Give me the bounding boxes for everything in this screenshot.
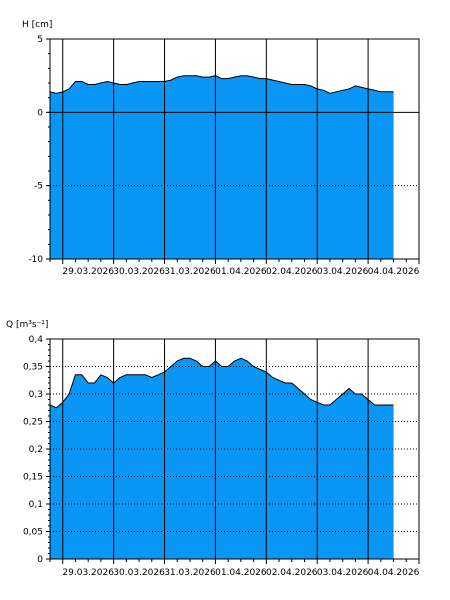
y-tick-label: 0,4 — [29, 335, 44, 345]
y-tick-label: 0,35 — [23, 363, 43, 373]
water-level-chart: 5 0 -5 -10 29.03.2026 30.03.2026 31.03.2026 01.… — [22, 20, 420, 277]
x-tick-label: 29.03.2026 — [62, 267, 114, 277]
y-tick-label: 0,25 — [23, 418, 43, 428]
y-tick-label: 0,05 — [23, 528, 43, 538]
plot-frame — [49, 38, 420, 260]
y-tick-label: -5 — [34, 182, 43, 192]
series-area — [50, 75, 394, 259]
y-tick-label: 0,3 — [29, 390, 43, 400]
y-tick-label: 0,1 — [29, 500, 43, 510]
x-tick-label: 30.03.2026 — [113, 568, 165, 578]
x-tick-label: 02.04.2026 — [266, 267, 318, 277]
y-tick-label: 0,15 — [23, 473, 43, 483]
x-tick-label: 01.04.2026 — [215, 267, 267, 277]
x-tick-label: 03.04.2026 — [317, 267, 369, 277]
x-tick-label: 31.03.2026 — [164, 267, 216, 277]
x-tick-label: 04.04.2026 — [368, 568, 420, 578]
y-axis-label: Q [m³s⁻¹] — [6, 320, 48, 330]
y-tick-label: 0 — [37, 555, 43, 565]
y-tick-label: 5 — [37, 35, 43, 45]
series-line — [49, 75, 394, 94]
x-tick-label: 30.03.2026 — [113, 267, 165, 277]
y-axis-label: H [cm] — [22, 20, 52, 30]
x-tick-label: 02.04.2026 — [266, 568, 318, 578]
x-tick-label: 01.04.2026 — [215, 568, 267, 578]
x-tick-label: 29.03.2026 — [62, 568, 114, 578]
y-tick-label: -10 — [28, 255, 43, 265]
x-tick-label: 03.04.2026 — [317, 568, 369, 578]
y-tick-label: 0 — [37, 108, 43, 118]
x-tick-label: 04.04.2026 — [368, 267, 420, 277]
y-tick-label: 0,2 — [29, 445, 43, 455]
x-tick-label: 31.03.2026 — [164, 568, 216, 578]
series-area — [50, 358, 394, 559]
